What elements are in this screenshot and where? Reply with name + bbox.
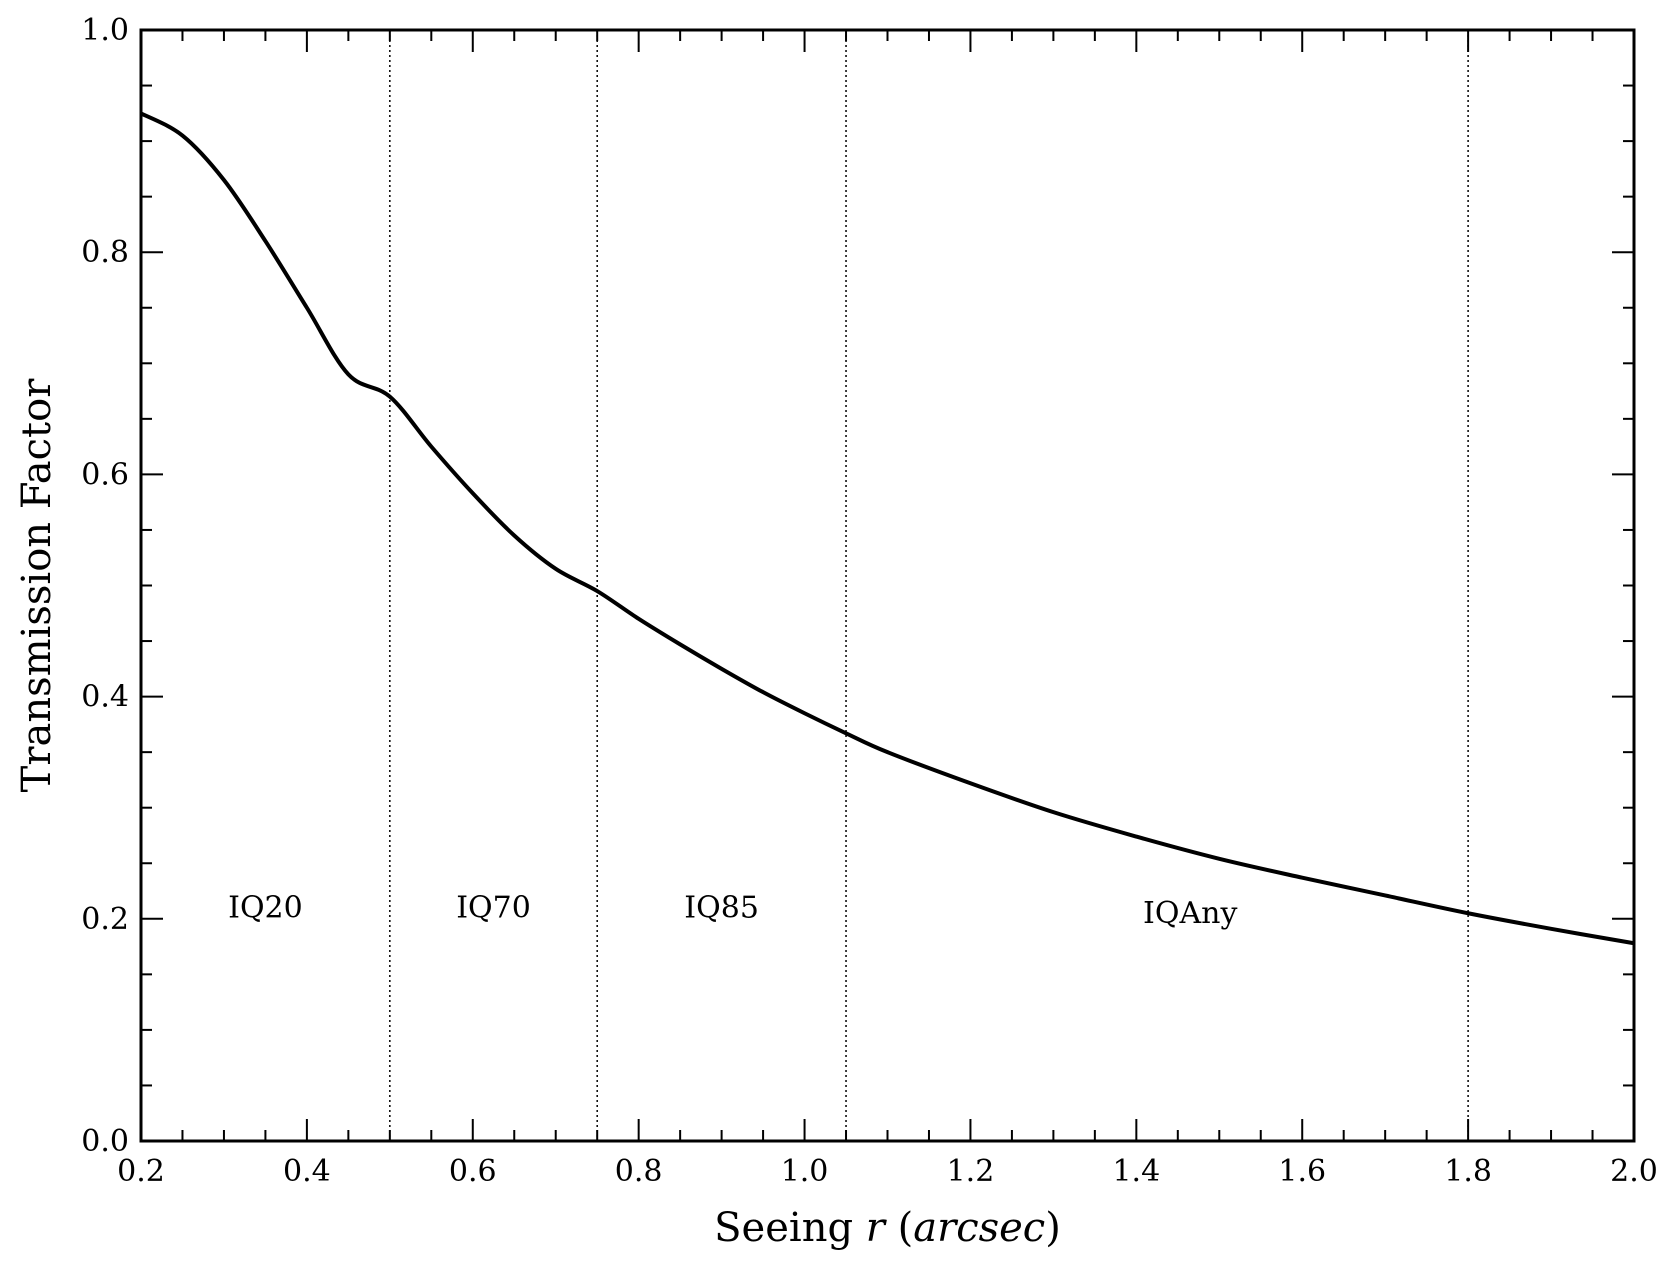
x-axis-title: Seeing r (arcsec) xyxy=(714,1205,1061,1251)
x-tick-label: 1.8 xyxy=(1444,1154,1492,1189)
x-tick-label: 1.4 xyxy=(1112,1154,1160,1189)
x-tick-label: 1.0 xyxy=(781,1154,829,1189)
y-tick-label: 1.0 xyxy=(81,13,129,48)
series-group xyxy=(140,111,1635,946)
x-tick-label: 1.6 xyxy=(1278,1154,1326,1189)
region-label: IQ85 xyxy=(684,891,759,926)
y-tick-label: 0.8 xyxy=(81,235,129,270)
region-label: IQ70 xyxy=(456,891,531,926)
y-axis-title: Transmission Factor xyxy=(14,378,60,793)
x-tick-label: 1.2 xyxy=(947,1154,995,1189)
y-tick-label: 0.0 xyxy=(81,1124,129,1159)
series-line xyxy=(140,111,1635,946)
y-tick-label: 0.6 xyxy=(81,457,129,492)
plot-frame xyxy=(139,28,1636,1143)
x-tick-label: 2.0 xyxy=(1610,1154,1658,1189)
region-boundaries xyxy=(389,30,1469,1141)
x-tick-label: 0.8 xyxy=(615,1154,663,1189)
x-tick-label: 0.6 xyxy=(449,1154,497,1189)
x-tick-label: 0.4 xyxy=(283,1154,331,1189)
y-tick-labels: 0.0 0.2 0.4 0.6 0.8 1.0 xyxy=(81,13,129,1159)
region-labels: IQ20 IQ70 IQ85 IQAny xyxy=(228,891,1237,932)
axis-ticks xyxy=(140,29,1635,1142)
region-label: IQ20 xyxy=(228,891,303,926)
region-label: IQAny xyxy=(1143,896,1237,931)
x-tick-labels: 0.2 0.4 0.6 0.8 1.0 1.2 1.4 1.6 1.8 2.0 xyxy=(117,1154,1658,1189)
x-tick-label: 0.2 xyxy=(117,1154,165,1189)
y-tick-label: 0.4 xyxy=(81,680,129,715)
y-tick-label: 0.2 xyxy=(81,902,129,937)
